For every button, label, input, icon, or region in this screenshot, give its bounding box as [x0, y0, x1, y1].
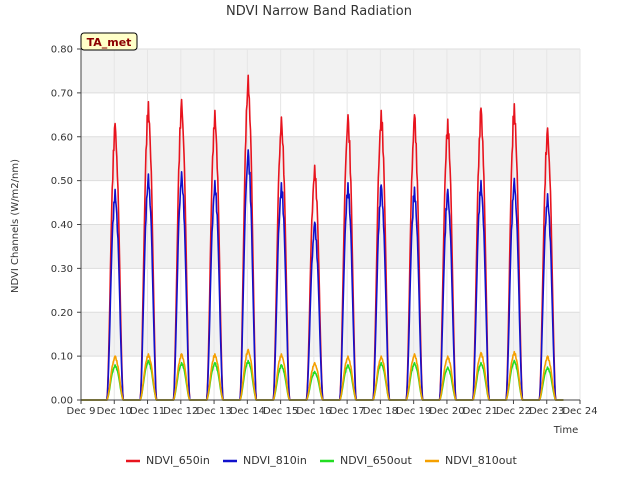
axes: 0.00 0.10 0.20 0.30 0.40 0.50 0.60 0.70 0.80 Dec …	[51, 45, 598, 418]
plot-band	[81, 49, 580, 93]
badge-box	[80, 32, 138, 51]
legend: NDVI_650in NDVI_810in NDVI_650out NDVI_810o…	[126, 454, 517, 467]
legend-label: NDVI_810in	[243, 454, 307, 467]
plot-band	[81, 268, 580, 313]
plot-background	[81, 49, 580, 400]
plot-band	[81, 356, 580, 400]
legend-item: NDVI_650out	[320, 454, 412, 467]
y-tick-label: 0.80	[51, 45, 73, 56]
plot-band	[81, 136, 580, 181]
legend-label: NDVI_650in	[146, 454, 210, 467]
plot-band	[81, 312, 580, 357]
plot-band	[81, 180, 580, 225]
badge: TA_met	[80, 32, 138, 51]
y-tick-label: 0.50	[51, 176, 73, 187]
x-tick-label: Dec 13	[196, 406, 231, 417]
x-tick-label: Dec 17	[330, 406, 365, 417]
y-tick-label: 0.40	[51, 220, 73, 231]
legend-label: NDVI_650out	[340, 454, 412, 467]
legend-item: NDVI_650in	[126, 454, 210, 467]
y-tick-label: 0.20	[51, 308, 73, 319]
y-tick-label: 0.60	[51, 132, 73, 143]
y-tick-label: 0.10	[51, 352, 73, 363]
x-tick-label: Dec 23	[529, 406, 564, 417]
y-tick-label: 0.00	[51, 396, 73, 407]
y-tick-label: 0.70	[51, 88, 73, 99]
plot-band	[81, 224, 580, 269]
x-tick-label: Dec 12	[163, 406, 198, 417]
x-tick-label: Dec 9	[67, 406, 96, 417]
x-tick-label: Dec 22	[496, 406, 531, 417]
legend-item: NDVI_810out	[425, 454, 517, 467]
plot-band	[81, 92, 580, 137]
x-tick-label: Dec 24	[562, 406, 597, 417]
y-axis-label: NDVI Channels (W/m2/nm)	[10, 159, 21, 293]
legend-item: NDVI_810in	[223, 454, 307, 467]
x-tick-label: Dec 21	[463, 406, 498, 417]
legend-label: NDVI_810out	[445, 454, 517, 467]
chart-title: NDVI Narrow Band Radiation	[226, 4, 412, 19]
x-tick-label: Dec 20	[429, 406, 464, 417]
x-axis-label: Time	[553, 425, 578, 436]
x-tick-label: Dec 14	[230, 406, 265, 417]
x-tick-label: Dec 16	[296, 406, 331, 417]
x-tick-label: Dec 18	[363, 406, 398, 417]
x-tick-label: Dec 19	[396, 406, 431, 417]
x-tick-label: Dec 15	[263, 406, 298, 417]
x-tick-label: Dec 10	[97, 406, 132, 417]
x-tick-label: Dec 11	[130, 406, 165, 417]
badge-label: TA_met	[87, 36, 132, 49]
y-tick-label: 0.30	[51, 264, 73, 275]
